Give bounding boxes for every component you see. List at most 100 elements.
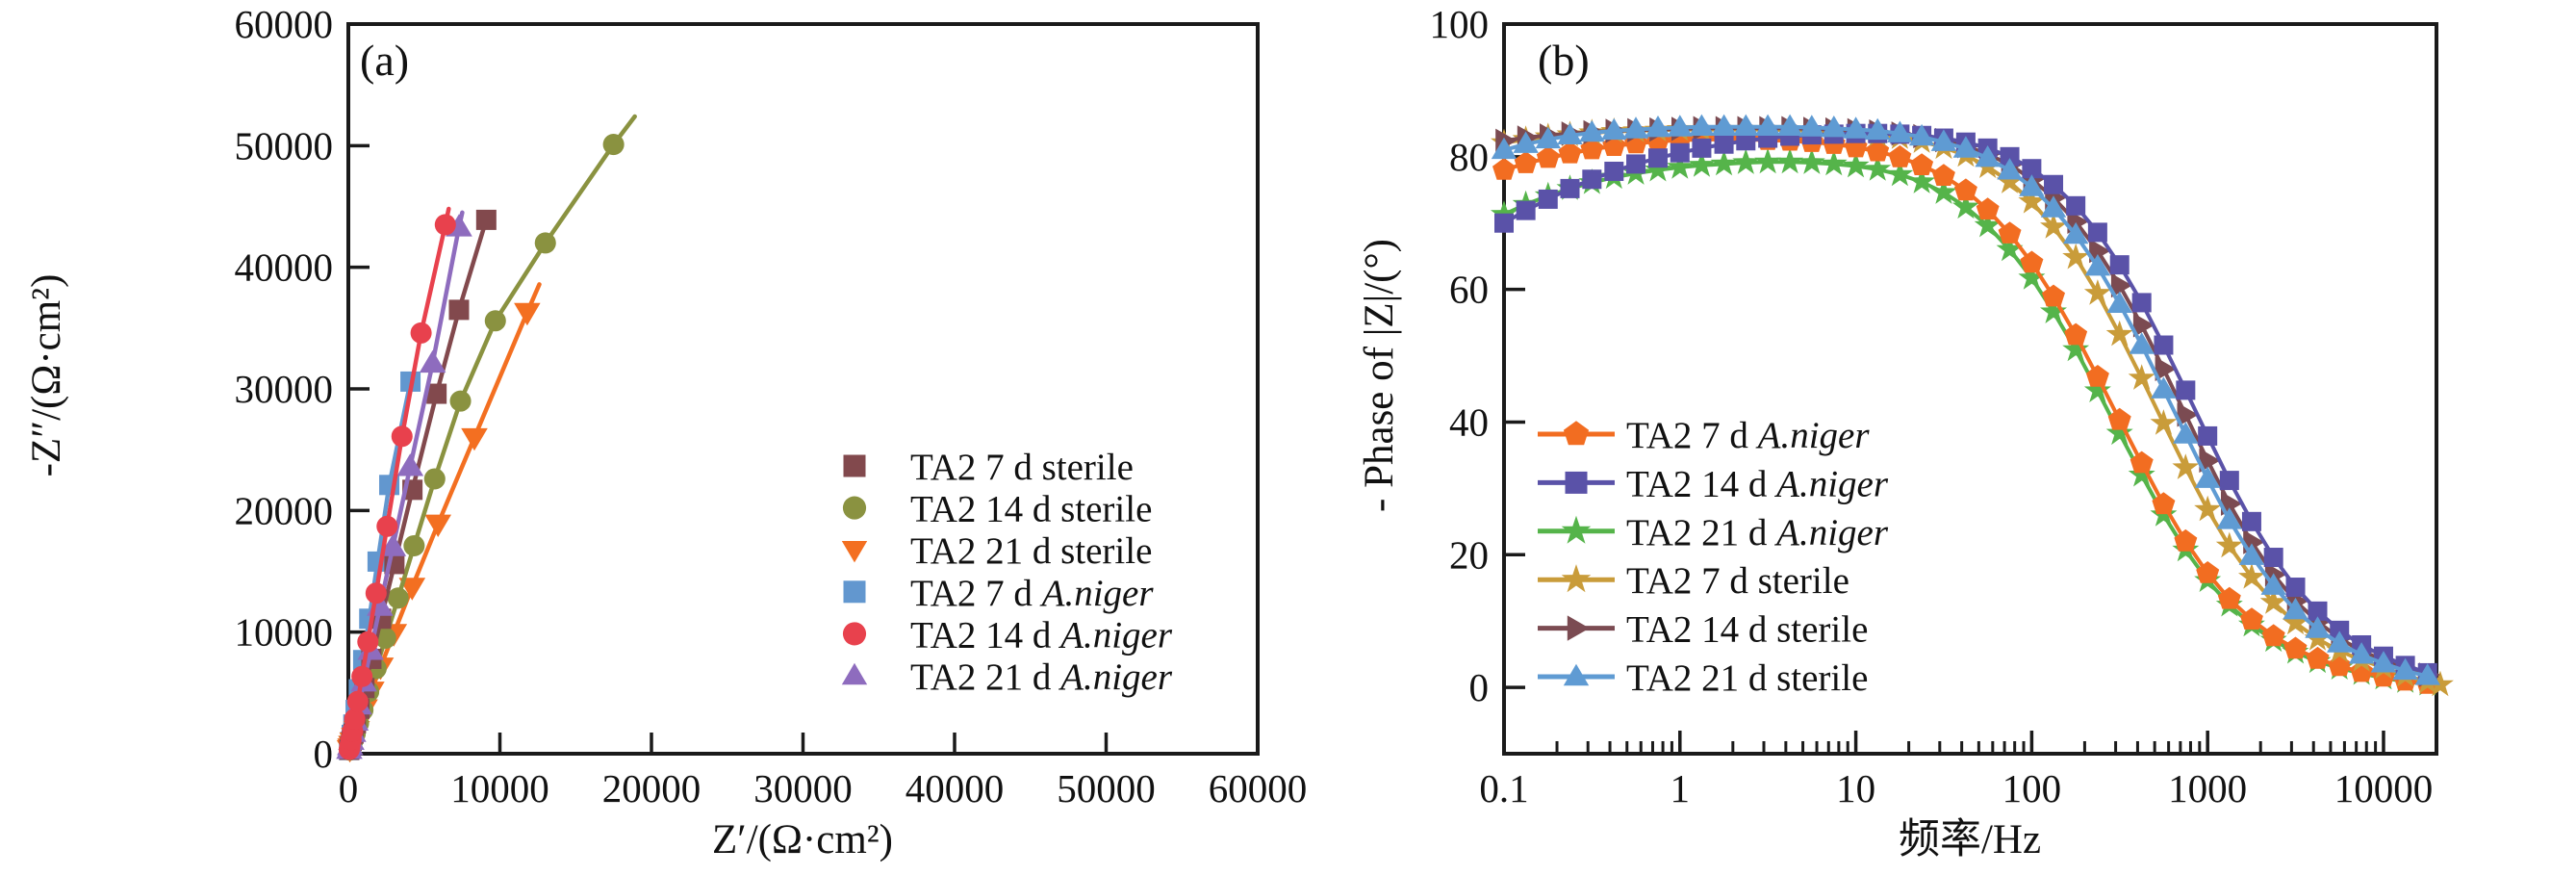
star-marker bbox=[2128, 364, 2155, 390]
x-tick-label: 1000 bbox=[2168, 766, 2247, 811]
y-tick-label: 60000 bbox=[235, 2, 334, 46]
star-marker bbox=[2105, 419, 2133, 446]
square-marker bbox=[1692, 138, 1712, 158]
star-marker bbox=[2150, 409, 2178, 435]
pentagon-marker bbox=[2283, 636, 2308, 659]
square-marker bbox=[2154, 335, 2174, 355]
triangle-up-marker bbox=[2370, 651, 2397, 673]
square-marker bbox=[2087, 222, 2107, 243]
star-marker bbox=[2083, 279, 2111, 305]
y-tick-label: 10000 bbox=[235, 610, 334, 655]
triangle-right-marker bbox=[2155, 356, 2177, 381]
pentagon-marker bbox=[2217, 586, 2241, 609]
pentagon-marker bbox=[2196, 561, 2220, 583]
star-marker bbox=[2018, 264, 2046, 290]
pentagon-marker bbox=[1558, 141, 1582, 164]
star-marker bbox=[1886, 160, 1914, 187]
triangle-up-marker bbox=[2283, 597, 2308, 620]
star-marker bbox=[2282, 608, 2309, 635]
pentagon-marker bbox=[2130, 450, 2154, 474]
star-marker bbox=[2259, 588, 2287, 614]
star-marker bbox=[2018, 188, 2046, 214]
square-marker bbox=[2198, 425, 2218, 446]
triangle-up-marker bbox=[419, 349, 446, 373]
pentagon-marker bbox=[1976, 197, 2000, 220]
star-marker bbox=[1864, 155, 1892, 181]
triangle-up-marker bbox=[2151, 376, 2177, 399]
x-tick-label: 20000 bbox=[602, 766, 701, 811]
square-marker bbox=[1626, 154, 1646, 174]
pentagon-marker bbox=[2042, 284, 2065, 307]
circle-marker bbox=[351, 665, 373, 687]
triangle-up-marker bbox=[2040, 195, 2067, 218]
star-marker bbox=[2062, 243, 2090, 270]
circle-marker bbox=[344, 708, 366, 731]
star-marker bbox=[1951, 193, 1979, 219]
y-tick-label: 30000 bbox=[235, 367, 334, 411]
circle-marker bbox=[423, 468, 446, 490]
pentagon-marker bbox=[1866, 139, 1890, 162]
star-marker bbox=[1710, 149, 1738, 176]
square-marker bbox=[1670, 142, 1690, 163]
square-marker bbox=[2241, 511, 2261, 531]
x-tick-label: 40000 bbox=[905, 766, 1005, 811]
pentagon-marker bbox=[1514, 151, 1538, 173]
pentagon-marker bbox=[2328, 654, 2352, 677]
triangle-up-marker bbox=[1622, 116, 1649, 139]
legend-label: TA2 21 d A.niger bbox=[1626, 512, 1889, 553]
bode-legend: TA2 7 d A.niger TA2 14 d A.niger TA2 21 d … bbox=[1538, 415, 1889, 699]
pentagon-marker bbox=[1563, 421, 1590, 446]
x-tick-label: 10 bbox=[1836, 766, 1875, 811]
triangle-up-marker bbox=[1535, 126, 1561, 149]
square-marker bbox=[475, 209, 497, 230]
square-marker bbox=[1647, 148, 1668, 168]
star-marker bbox=[2040, 213, 2067, 239]
star-marker bbox=[2062, 335, 2090, 362]
legend-label: TA2 7 d sterile bbox=[910, 447, 1134, 488]
triangle-up-marker bbox=[1997, 158, 2023, 180]
circle-marker bbox=[534, 232, 556, 254]
legend-label: TA2 7 d A.niger bbox=[910, 573, 1154, 614]
triangle-up-marker bbox=[1798, 115, 1825, 137]
star-marker bbox=[2040, 297, 2067, 323]
star-marker bbox=[2238, 563, 2265, 589]
star-marker bbox=[1754, 147, 1782, 174]
triangle-right-marker bbox=[1567, 615, 1590, 641]
triangle-up-marker bbox=[1563, 663, 1590, 686]
star-marker bbox=[1974, 211, 2002, 238]
pentagon-marker bbox=[2064, 322, 2088, 346]
triangle-down-marker bbox=[424, 514, 451, 537]
circle-marker bbox=[484, 310, 506, 332]
star-marker bbox=[1491, 200, 1518, 226]
triangle-up-marker bbox=[1513, 131, 1539, 153]
square-marker bbox=[2044, 174, 2064, 194]
square-marker bbox=[2109, 255, 2130, 275]
square-marker bbox=[1565, 471, 1588, 494]
legend-label: TA2 21 d sterile bbox=[910, 530, 1152, 572]
x-tick-label: 1 bbox=[1671, 766, 1691, 811]
star-marker bbox=[2105, 320, 2133, 347]
pentagon-marker bbox=[1953, 178, 1977, 201]
x-tick-label: 0 bbox=[339, 766, 359, 811]
legend-label: TA2 21 d A.niger bbox=[910, 656, 1173, 698]
pentagon-marker bbox=[1998, 221, 2022, 244]
square-marker bbox=[1736, 131, 1756, 151]
nyquist-ticks: 0 10000 20000 30000 40000 50000 60000 0 10000 200… bbox=[235, 2, 1308, 811]
star-marker bbox=[1996, 167, 2024, 193]
nyquist-yaxis-title: -Z″/(Ω·cm²) bbox=[24, 274, 69, 477]
circle-marker bbox=[374, 627, 396, 650]
circle-marker bbox=[434, 214, 456, 236]
circle-marker bbox=[346, 690, 369, 712]
x-tick-label: 100 bbox=[2002, 766, 2062, 811]
star-marker bbox=[1798, 148, 1825, 174]
star-marker bbox=[1561, 515, 1592, 544]
triangle-up-marker bbox=[1733, 114, 1759, 136]
triangle-up-marker bbox=[1491, 137, 1518, 160]
y-tick-label: 60 bbox=[1449, 268, 1489, 312]
series-ta2-21-d-sterile bbox=[1491, 114, 2440, 685]
star-marker bbox=[1666, 153, 1694, 179]
y-tick-label: 20000 bbox=[235, 488, 334, 532]
triangle-up-marker bbox=[1776, 114, 1803, 136]
triangle-up-marker bbox=[1667, 115, 1693, 137]
